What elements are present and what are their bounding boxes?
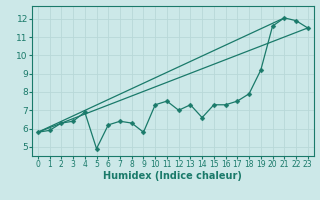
- X-axis label: Humidex (Indice chaleur): Humidex (Indice chaleur): [103, 171, 242, 181]
